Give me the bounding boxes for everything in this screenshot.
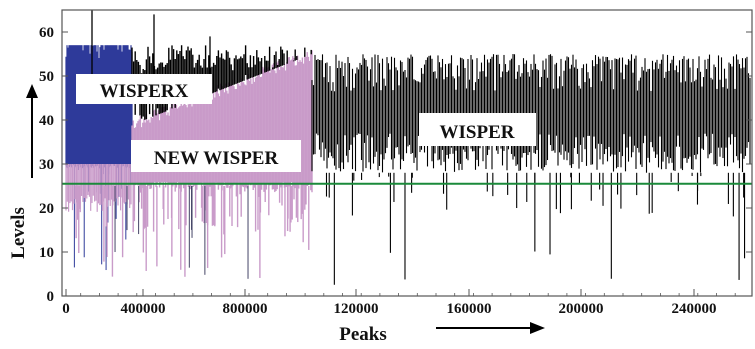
region-label-wisper-text: WISPER <box>440 122 515 143</box>
x-tick-label: 400000 <box>121 301 166 317</box>
x-tick-label: 160000 <box>447 301 492 317</box>
plot-frame <box>61 9 753 297</box>
region-label-wisperx-text: WISPERX <box>100 81 189 102</box>
x-tick-label: 240000 <box>672 301 717 317</box>
y-tick-label: 0 <box>47 289 55 305</box>
x-tick-label: 200000 <box>559 301 604 317</box>
region-label-wisperx: WISPERX <box>76 74 212 104</box>
region-labels: WISPERX NEW WISPER WISPER <box>76 74 536 172</box>
y-tick-label: 50 <box>39 69 54 85</box>
y-tick-label: 10 <box>39 245 54 261</box>
region-label-new-wisper-text: NEW WISPER <box>154 148 279 169</box>
x-tick-label: 120000 <box>334 301 379 317</box>
y-axis-ticks: 0 10 20 30 40 50 60 <box>39 25 752 305</box>
y-tick-label: 20 <box>39 201 54 217</box>
y-axis-title: Levels <box>8 207 29 259</box>
x-axis-arrow <box>436 322 545 334</box>
y-axis-arrow <box>26 84 38 178</box>
region-label-wisper: WISPER <box>419 113 536 146</box>
y-tick-label: 30 <box>39 157 54 173</box>
x-tick-label: 800000 <box>223 301 268 317</box>
region-label-new-wisper: NEW WISPER <box>131 140 301 172</box>
x-tick-label: 0 <box>62 301 70 317</box>
y-tick-label: 60 <box>39 25 54 41</box>
y-tick-label: 40 <box>39 113 54 129</box>
x-axis-ticks: 0 400000 800000 120000 160000 200000 240000 <box>61 289 736 317</box>
x-axis-title: Peaks <box>339 324 387 344</box>
